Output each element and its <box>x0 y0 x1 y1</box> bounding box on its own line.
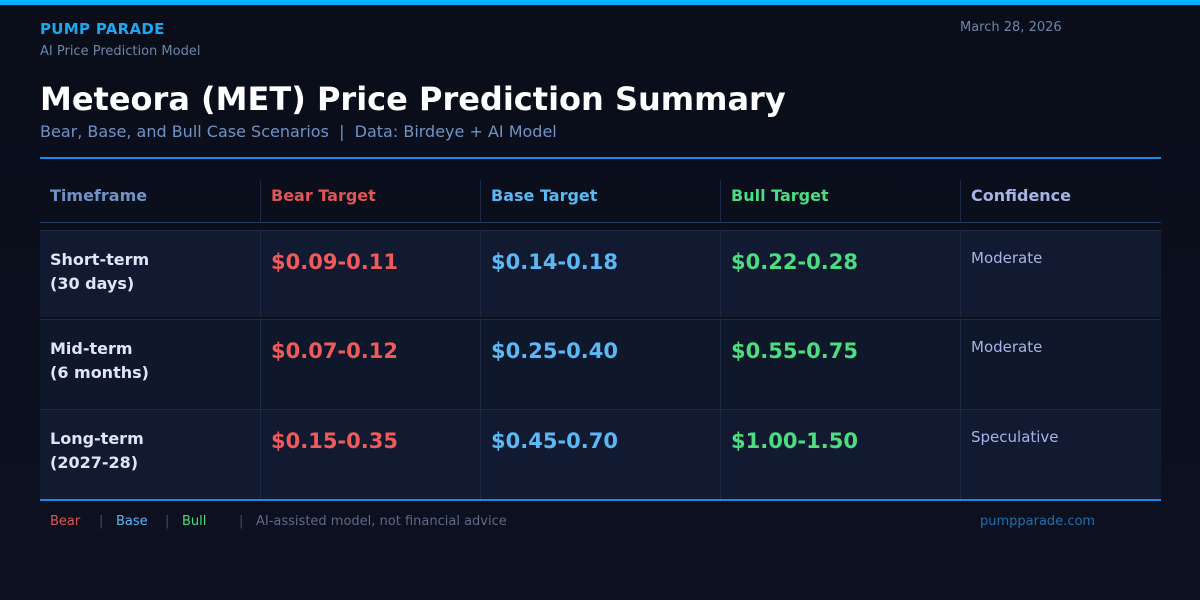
bear-target-cell: $0.15-0.35 <box>260 410 480 499</box>
confidence-cell: Speculative <box>960 410 1161 499</box>
legend-separator: | <box>99 514 104 529</box>
column-header-timeframe: Timeframe <box>50 186 148 205</box>
column-header-bear: Bear Target <box>260 180 480 223</box>
timeframe-period: (6 months) <box>50 363 149 382</box>
bull-target-cell: $0.22-0.28 <box>720 231 960 317</box>
legend-bull: Bull <box>182 514 207 529</box>
top-accent-bar <box>0 0 1200 5</box>
bear-target-cell: $0.07-0.12 <box>260 320 480 409</box>
table-row: Mid-term (6 months) $0.07-0.12 $0.25-0.4… <box>40 319 1161 409</box>
brand-name: PUMP PARADE <box>40 20 165 38</box>
base-target-cell: $0.45-0.70 <box>480 410 720 499</box>
page-title: Meteora (MET) Price Prediction Summary <box>40 80 786 118</box>
confidence-cell: Moderate <box>960 320 1161 409</box>
timeframe-label: Long-term <box>50 429 144 448</box>
page-subtitle: Bear, Base, and Bull Case Scenarios | Da… <box>40 122 557 141</box>
timeframe-label: Mid-term <box>50 339 133 358</box>
bull-target-cell: $0.55-0.75 <box>720 320 960 409</box>
report-date: March 28, 2026 <box>960 20 1062 35</box>
legend-base: Base <box>116 514 148 529</box>
column-header-base: Base Target <box>480 180 720 223</box>
base-target-cell: $0.25-0.40 <box>480 320 720 409</box>
brand-tagline: AI Price Prediction Model <box>40 44 201 59</box>
table-bottom-divider <box>40 499 1161 501</box>
bear-target-cell: $0.09-0.11 <box>260 231 480 317</box>
timeframe-cell: Long-term (2027-28) <box>40 410 260 499</box>
bull-target-cell: $1.00-1.50 <box>720 410 960 499</box>
table-row: Long-term (2027-28) $0.15-0.35 $0.45-0.7… <box>40 409 1161 499</box>
legend-separator: | <box>165 514 170 529</box>
timeframe-period: (2027-28) <box>50 453 139 472</box>
table-row: Short-term (30 days) $0.09-0.11 $0.14-0.… <box>40 230 1161 317</box>
title-divider <box>40 157 1161 159</box>
timeframe-cell: Mid-term (6 months) <box>40 320 260 409</box>
legend-separator: | <box>239 514 244 529</box>
prediction-table: Timeframe Bear Target Base Target Bull T… <box>40 180 1161 499</box>
column-header-confidence: Confidence <box>960 180 1161 223</box>
table-header-row: Timeframe Bear Target Base Target Bull T… <box>40 180 1161 223</box>
disclaimer-text: AI-assisted model, not financial advice <box>256 514 507 529</box>
column-header-bull: Bull Target <box>720 180 960 223</box>
timeframe-label: Short-term <box>50 250 150 269</box>
website-link[interactable]: pumpparade.com <box>980 514 1096 529</box>
legend-bear: Bear <box>50 514 81 529</box>
confidence-cell: Moderate <box>960 231 1161 317</box>
base-target-cell: $0.14-0.18 <box>480 231 720 317</box>
timeframe-period: (30 days) <box>50 274 135 293</box>
timeframe-cell: Short-term (30 days) <box>40 231 260 317</box>
